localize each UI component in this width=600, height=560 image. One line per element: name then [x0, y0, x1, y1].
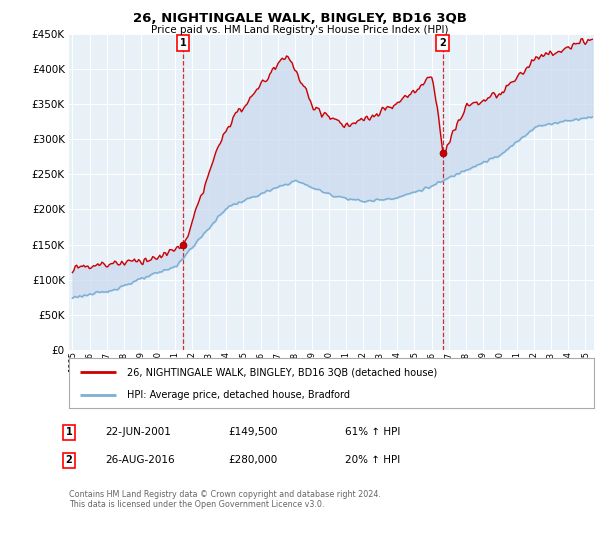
Text: Contains HM Land Registry data © Crown copyright and database right 2024.
This d: Contains HM Land Registry data © Crown c… — [69, 490, 381, 510]
Text: 22-JUN-2001: 22-JUN-2001 — [105, 427, 171, 437]
Text: £280,000: £280,000 — [228, 455, 277, 465]
Text: 26, NIGHTINGALE WALK, BINGLEY, BD16 3QB (detached house): 26, NIGHTINGALE WALK, BINGLEY, BD16 3QB … — [127, 367, 437, 377]
Text: HPI: Average price, detached house, Bradford: HPI: Average price, detached house, Brad… — [127, 390, 350, 400]
Text: 20% ↑ HPI: 20% ↑ HPI — [345, 455, 400, 465]
Text: 26-AUG-2016: 26-AUG-2016 — [105, 455, 175, 465]
Text: Price paid vs. HM Land Registry's House Price Index (HPI): Price paid vs. HM Land Registry's House … — [151, 25, 449, 35]
Text: 2: 2 — [439, 38, 446, 48]
Text: 61% ↑ HPI: 61% ↑ HPI — [345, 427, 400, 437]
Text: 1: 1 — [65, 427, 73, 437]
Text: 26, NIGHTINGALE WALK, BINGLEY, BD16 3QB: 26, NIGHTINGALE WALK, BINGLEY, BD16 3QB — [133, 12, 467, 25]
Text: 1: 1 — [179, 38, 187, 48]
Text: £149,500: £149,500 — [228, 427, 277, 437]
Text: 2: 2 — [65, 455, 73, 465]
